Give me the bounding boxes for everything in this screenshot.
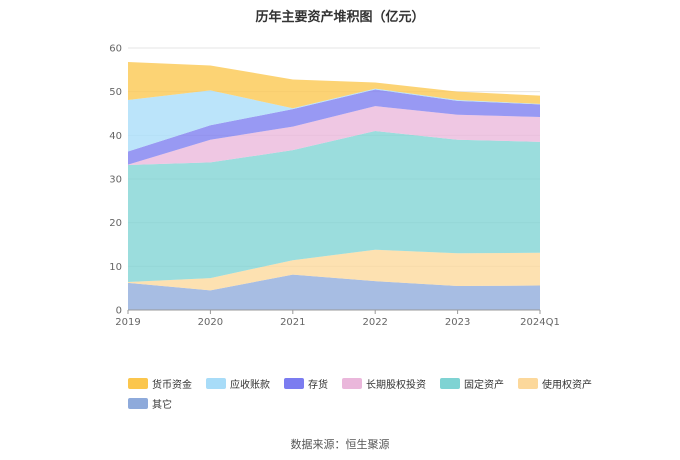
chart-legend: 货币资金 应收账款 存货 长期股权投资 固定资产 使用权资产其它: [128, 377, 598, 411]
y-tick-label: 60: [109, 44, 122, 55]
legend-label: 固定资产: [464, 379, 504, 391]
legend-swatch: [206, 377, 226, 389]
legend-swatch: [518, 377, 538, 389]
area-series: [128, 61, 540, 109]
area-series: [128, 89, 540, 165]
area-series: [128, 274, 540, 310]
legend-swatch: [440, 377, 460, 389]
legend-label: 使用权资产: [542, 379, 592, 391]
legend-item[interactable]: 货币资金: [128, 377, 192, 391]
chart-title: 历年主要资产堆积图（亿元）: [255, 10, 425, 25]
area-series: [128, 249, 540, 291]
legend-swatch: [128, 397, 148, 409]
legend-swatch: [342, 377, 362, 389]
legend-item[interactable]: 存货: [284, 377, 328, 391]
x-tick-label: 2024Q1: [520, 317, 560, 328]
y-tick-label: 50: [109, 87, 122, 98]
x-tick-label: 2021: [280, 317, 305, 328]
legend-item[interactable]: 固定资产: [440, 377, 504, 391]
legend-label: 应收账款: [230, 379, 270, 391]
y-tick-label: 40: [109, 131, 122, 142]
legend-item[interactable]: 应收账款: [206, 377, 270, 391]
area-series: [128, 130, 540, 283]
area-series: [128, 88, 540, 152]
area-series: [128, 106, 540, 166]
y-tick-label: 20: [109, 218, 122, 229]
legend-swatch: [284, 377, 304, 389]
x-tick-label: 2022: [362, 317, 387, 328]
stacked-area-chart: 0 10 20 30 40 50 60 2019 2020 2021 2022 2023 2024Q1: [109, 44, 560, 329]
legend-item[interactable]: 其它: [128, 397, 172, 411]
legend-label: 长期股权投资: [366, 379, 426, 391]
x-tick-label: 2020: [198, 317, 223, 328]
legend-label: 存货: [308, 379, 328, 391]
y-tick-label: 30: [109, 175, 122, 186]
data-source: 数据来源：恒生聚源: [290, 438, 390, 451]
legend-label: 其它: [152, 399, 172, 411]
x-tick-label: 2023: [445, 317, 470, 328]
legend-label: 货币资金: [152, 379, 192, 391]
x-tick-label: 2019: [115, 317, 140, 328]
legend-swatch: [128, 377, 148, 389]
y-tick-label: 0: [116, 306, 122, 317]
legend-item[interactable]: 使用权资产: [518, 377, 592, 391]
y-tick-label: 10: [109, 262, 122, 273]
legend-item[interactable]: 长期股权投资: [342, 377, 426, 391]
